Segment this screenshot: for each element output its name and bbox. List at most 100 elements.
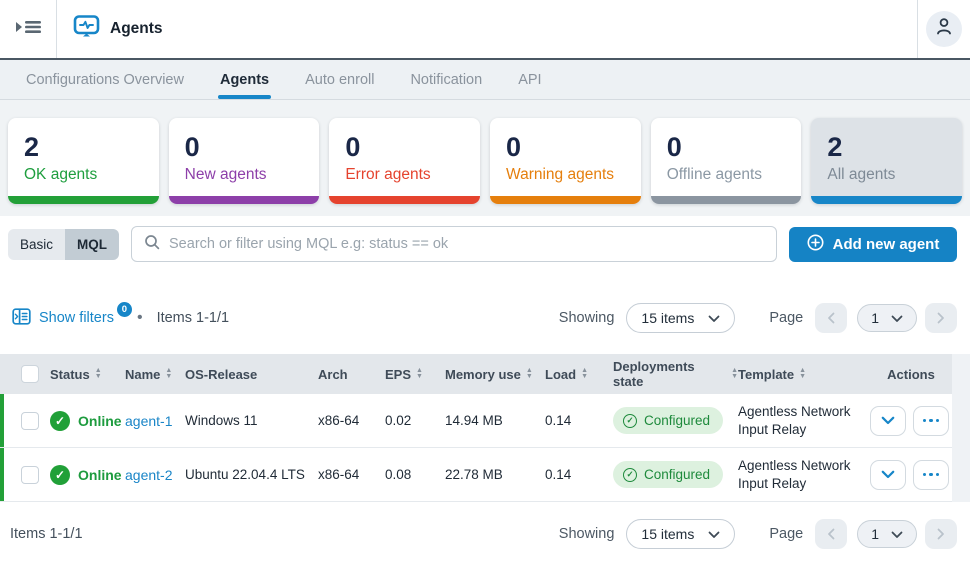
user-icon: [935, 17, 953, 41]
card-count: 0: [667, 131, 786, 163]
row-checkbox[interactable]: [21, 466, 39, 484]
card-all-agents[interactable]: 2 All agents: [811, 118, 962, 204]
chevron-down-icon: [891, 310, 903, 326]
mode-mql-button[interactable]: MQL: [65, 229, 119, 260]
chevron-down-icon: [881, 413, 895, 428]
load-cell: 0.14: [545, 467, 613, 482]
tab-auto-enroll[interactable]: Auto enroll: [287, 60, 392, 99]
card-color-bar: [651, 196, 802, 204]
tab-agents[interactable]: Agents: [202, 60, 287, 99]
card-count: 0: [345, 131, 464, 163]
top-bar: Agents: [0, 0, 970, 58]
column-header-deployments-state[interactable]: Deployments state▲▼: [613, 359, 738, 389]
mode-basic-button[interactable]: Basic: [8, 229, 65, 260]
filter-panel-icon: [12, 308, 31, 329]
table-row: ✓ Online agent-2 Ubuntu 22.04.4 LTS x86-…: [0, 448, 952, 502]
configured-check-icon: ✓: [623, 414, 637, 428]
tab-notification[interactable]: Notification: [392, 60, 500, 99]
card-label: Error agents: [345, 166, 464, 184]
card-offline-agents[interactable]: 0 Offline agents: [651, 118, 802, 204]
sort-icon[interactable]: ▲▼: [731, 368, 738, 380]
page-label: Page: [769, 310, 803, 326]
page-size-select[interactable]: 15 items: [626, 303, 735, 333]
page-number-select[interactable]: 1: [857, 304, 917, 332]
expand-row-button[interactable]: [870, 460, 906, 490]
ellipsis-icon: [923, 419, 940, 423]
column-header-template[interactable]: Template▲▼: [738, 367, 870, 382]
search-mode-toggle: Basic MQL: [8, 229, 119, 260]
row-menu-button[interactable]: [913, 406, 949, 436]
column-header-memory-use[interactable]: Memory use▲▼: [445, 367, 545, 382]
search-box: [131, 226, 777, 262]
os-release-cell: Windows 11: [185, 413, 318, 428]
next-page-button[interactable]: [925, 303, 957, 333]
row-menu-button[interactable]: [913, 460, 949, 490]
load-cell: 0.14: [545, 413, 613, 428]
select-all-checkbox[interactable]: [21, 365, 39, 383]
prev-page-button[interactable]: [815, 519, 847, 549]
deployments-state-badge: ✓ Configured: [613, 461, 723, 488]
configured-check-icon: ✓: [623, 468, 637, 482]
page-number-select[interactable]: 1: [857, 520, 917, 548]
page-label: Page: [769, 526, 803, 542]
page-size-value: 15 items: [641, 526, 694, 542]
show-filters-label: Show filters: [39, 310, 114, 326]
ellipsis-icon: [923, 473, 940, 477]
sidebar-toggle-icon: [13, 14, 43, 45]
items-summary: Items 1-1/1: [157, 310, 230, 326]
card-color-bar: [490, 196, 641, 204]
agent-name-link[interactable]: agent-1: [125, 413, 172, 429]
status-text: Online: [78, 467, 122, 483]
column-header-name[interactable]: Name▲▼: [125, 367, 185, 382]
search-row: Basic MQL Add new agent: [0, 226, 970, 262]
user-menu-button[interactable]: [926, 11, 962, 47]
table-right-gutter: [952, 354, 970, 502]
chevron-down-icon: [708, 526, 720, 542]
card-new-agents[interactable]: 0 New agents: [169, 118, 320, 204]
expand-row-button[interactable]: [870, 406, 906, 436]
items-summary: Items 1-1/1: [10, 526, 83, 542]
status-cards-section: 2 OK agents 0 New agents 0 Error agents …: [0, 100, 970, 216]
sort-icon[interactable]: ▲▼: [416, 368, 423, 380]
showing-label: Showing: [559, 310, 615, 326]
page-title: Agents: [110, 20, 163, 38]
tab-bar: Configurations Overview Agents Auto enro…: [0, 58, 970, 100]
arch-cell: x86-64: [318, 467, 385, 482]
add-new-agent-button[interactable]: Add new agent: [789, 227, 957, 262]
tab-configurations-overview[interactable]: Configurations Overview: [8, 60, 202, 99]
tab-api[interactable]: API: [500, 60, 559, 99]
column-header-status[interactable]: Status▲▼: [50, 367, 125, 382]
sort-icon[interactable]: ▲▼: [799, 368, 806, 380]
sort-icon[interactable]: ▲▼: [165, 368, 172, 380]
sort-icon[interactable]: ▲▼: [95, 368, 102, 380]
deployments-state-badge: ✓ Configured: [613, 407, 723, 434]
column-header-load[interactable]: Load▲▼: [545, 367, 613, 382]
card-ok-agents[interactable]: 2 OK agents: [8, 118, 159, 204]
row-checkbox[interactable]: [21, 412, 39, 430]
sidebar-toggle-button[interactable]: [0, 0, 57, 58]
status-text: Online: [78, 413, 122, 429]
column-header-arch: Arch: [318, 367, 385, 382]
filters-count-badge: 0: [117, 302, 132, 317]
pagination-top: Showing 15 items Page 1: [559, 303, 957, 333]
sort-icon[interactable]: ▲▼: [581, 368, 588, 380]
agents-table: Status▲▼ Name▲▼ OS-Release Arch EPS▲▼ Me…: [0, 354, 970, 502]
prev-page-button[interactable]: [815, 303, 847, 333]
column-header-eps[interactable]: EPS▲▼: [385, 367, 445, 382]
agent-name-link[interactable]: agent-2: [125, 467, 172, 483]
template-cell: Agentless Network Input Relay: [738, 403, 870, 439]
search-input[interactable]: [169, 236, 764, 252]
show-filters-button[interactable]: Show filters 0: [12, 308, 137, 329]
next-page-button[interactable]: [925, 519, 957, 549]
card-error-agents[interactable]: 0 Error agents: [329, 118, 480, 204]
card-count: 0: [185, 131, 304, 163]
showing-label: Showing: [559, 526, 615, 542]
pagination-bottom: Showing 15 items Page 1: [559, 519, 957, 549]
sort-icon[interactable]: ▲▼: [526, 368, 533, 380]
dot-separator: •: [137, 309, 143, 327]
card-warning-agents[interactable]: 0 Warning agents: [490, 118, 641, 204]
status-online-icon: ✓: [50, 411, 70, 431]
list-toolbar: Show filters 0 • Items 1-1/1 Showing 15 …: [0, 302, 970, 334]
card-color-bar: [329, 196, 480, 204]
page-size-select[interactable]: 15 items: [626, 519, 735, 549]
